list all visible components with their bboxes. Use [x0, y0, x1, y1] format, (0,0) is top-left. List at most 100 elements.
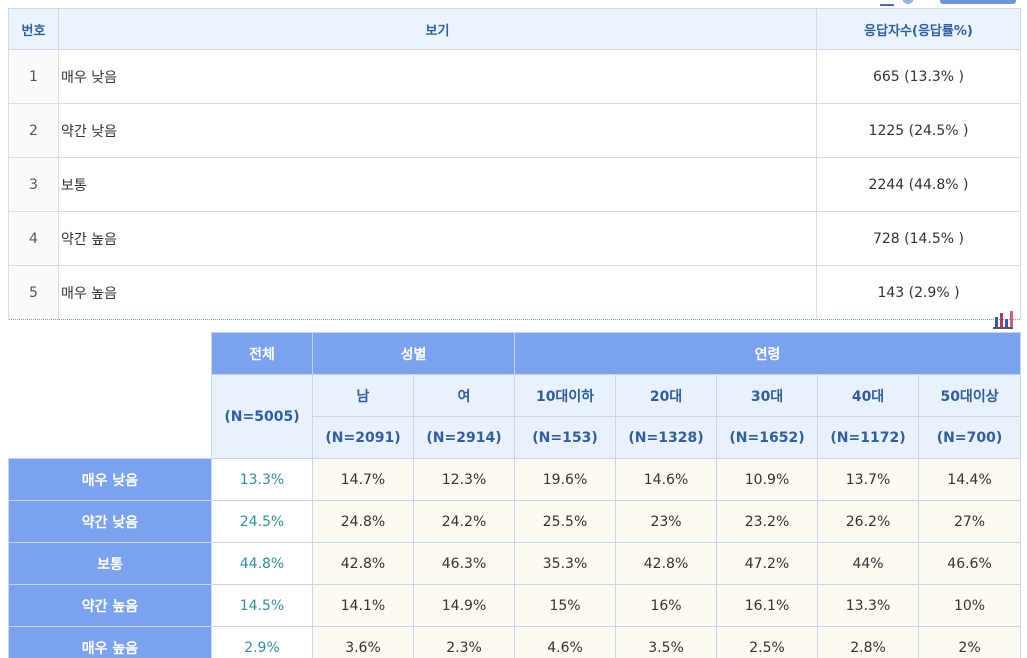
row-label: 약간 높음 — [8, 584, 212, 627]
value-cell: 14.4% — [918, 458, 1022, 501]
answer-row: 2 약간 낮음 1225 (24.5% ) — [8, 103, 1021, 158]
value-cell: 42.8% — [615, 542, 718, 585]
value-cell: 14.9% — [412, 584, 516, 627]
bar-chart-icon[interactable] — [992, 309, 1014, 329]
column-n: (N=2091) — [312, 416, 414, 459]
value-cell: 10.9% — [716, 458, 819, 501]
value-cell: 2.8% — [817, 626, 920, 658]
value-cell: 24.2% — [412, 500, 516, 543]
value-cell: 24.8% — [312, 500, 414, 543]
cross-row: 보통 44.8% 42.8% 46.3% 35.3% 42.8% 47.2% 4… — [8, 542, 1022, 585]
column-label: 여 — [412, 374, 516, 417]
value-cell: 46.6% — [918, 542, 1022, 585]
header-gender: 성별 — [311, 332, 516, 375]
column-n: (N=700) — [918, 416, 1022, 459]
value-cell: 3.5% — [615, 626, 718, 658]
total-value: 44.8% — [211, 542, 313, 585]
row-label: 약간 낮음 — [8, 500, 212, 543]
value-cell: 35.3% — [514, 542, 617, 585]
value-cell: 19.6% — [514, 458, 617, 501]
answer-row: 1 매우 낮음 665 (13.3% ) — [8, 49, 1021, 104]
value-cell: 14.6% — [615, 458, 718, 501]
value-cell: 25.5% — [514, 500, 617, 543]
cross-table: 전체 성별 연령 (N=5005) 남 여 10대이하 20대 30대 40대 … — [8, 332, 1022, 658]
answers-header-row: 번호 보기 응답자수(응답률%) — [8, 8, 1021, 50]
answer-option: 매우 높음 — [58, 265, 817, 320]
answer-count: 1225 (24.5% ) — [816, 103, 1021, 158]
header-total: 전체 — [211, 332, 313, 375]
answer-count: 728 (14.5% ) — [816, 211, 1021, 266]
column-label: 30대 — [716, 374, 819, 417]
cross-row: 약간 높음 14.5% 14.1% 14.9% 15% 16% 16.1% 13… — [8, 584, 1022, 627]
cross-column-n-row: (N=2091) (N=2914) (N=153) (N=1328) (N=16… — [9, 416, 1022, 459]
answer-option: 약간 낮음 — [58, 103, 817, 158]
answer-count: 665 (13.3% ) — [816, 49, 1021, 104]
value-cell: 14.1% — [312, 584, 414, 627]
answer-number: 2 — [8, 103, 59, 158]
value-cell: 27% — [918, 500, 1022, 543]
answer-row: 3 보통 2244 (44.8% ) — [8, 157, 1021, 212]
row-label: 매우 낮음 — [8, 458, 212, 501]
row-label: 매우 높음 — [8, 626, 212, 658]
value-cell: 2% — [918, 626, 1022, 658]
value-cell: 12.3% — [412, 458, 516, 501]
answer-count: 2244 (44.8% ) — [816, 157, 1021, 212]
value-cell: 13.3% — [817, 584, 920, 627]
column-label: 20대 — [615, 374, 718, 417]
total-value: 24.5% — [211, 500, 313, 543]
value-cell: 23.2% — [716, 500, 819, 543]
value-cell: 10% — [918, 584, 1022, 627]
header-option: 보기 — [58, 8, 817, 50]
value-cell: 47.2% — [716, 542, 819, 585]
answer-row: 5 매우 높음 143 (2.9% ) — [8, 265, 1021, 320]
list-icon[interactable] — [880, 0, 894, 6]
cross-group-header-row: 전체 성별 연령 — [8, 332, 1022, 459]
cross-row: 매우 낮음 13.3% 14.7% 12.3% 19.6% 14.6% 10.9… — [8, 458, 1022, 501]
value-cell: 26.2% — [817, 500, 920, 543]
value-cell: 3.6% — [312, 626, 414, 658]
header-number: 번호 — [8, 8, 59, 50]
value-cell: 46.3% — [412, 542, 516, 585]
column-label: 10대이하 — [514, 374, 617, 417]
column-label: 남 — [312, 374, 414, 417]
answer-number: 4 — [8, 211, 59, 266]
header-count: 응답자수(응답률%) — [816, 8, 1021, 50]
total-n: (N=5005) — [211, 374, 313, 459]
help-icon[interactable] — [902, 0, 914, 4]
answer-option: 약간 높음 — [58, 211, 817, 266]
value-cell: 42.8% — [312, 542, 414, 585]
answer-option: 매우 낮음 — [58, 49, 817, 104]
total-value: 2.9% — [211, 626, 313, 658]
answers-table: 번호 보기 응답자수(응답률%) 1 매우 낮음 665 (13.3% ) 2 … — [8, 8, 1021, 320]
column-n: (N=2914) — [412, 416, 516, 459]
value-cell: 4.6% — [514, 626, 617, 658]
cross-row: 매우 높음 2.9% 3.6% 2.3% 4.6% 3.5% 2.5% 2.8%… — [8, 626, 1022, 658]
total-value: 13.3% — [211, 458, 313, 501]
column-n: (N=1328) — [615, 416, 718, 459]
top-controls — [880, 0, 1020, 6]
answer-count: 143 (2.9% ) — [816, 265, 1021, 320]
column-n: (N=1172) — [817, 416, 920, 459]
answer-number: 3 — [8, 157, 59, 212]
column-n: (N=153) — [514, 416, 617, 459]
value-cell: 13.7% — [817, 458, 920, 501]
value-cell: 16.1% — [716, 584, 819, 627]
value-cell: 16% — [615, 584, 718, 627]
value-cell: 2.3% — [412, 626, 516, 658]
cross-column-label-row: (N=5005) 남 여 10대이하 20대 30대 40대 50대이상 — [9, 374, 1022, 459]
top-action-button[interactable] — [940, 0, 1016, 4]
column-label: 50대이상 — [918, 374, 1022, 417]
column-label: 40대 — [817, 374, 920, 417]
answer-number: 5 — [8, 265, 59, 320]
header-age: 연령 — [514, 332, 1022, 375]
value-cell: 44% — [817, 542, 920, 585]
answer-row: 4 약간 높음 728 (14.5% ) — [8, 211, 1021, 266]
value-cell: 23% — [615, 500, 718, 543]
value-cell: 15% — [514, 584, 617, 627]
answer-number: 1 — [8, 49, 59, 104]
cross-row: 약간 낮음 24.5% 24.8% 24.2% 25.5% 23% 23.2% … — [8, 500, 1022, 543]
total-value: 14.5% — [211, 584, 313, 627]
row-label: 보통 — [8, 542, 212, 585]
corner-cell — [8, 332, 212, 459]
